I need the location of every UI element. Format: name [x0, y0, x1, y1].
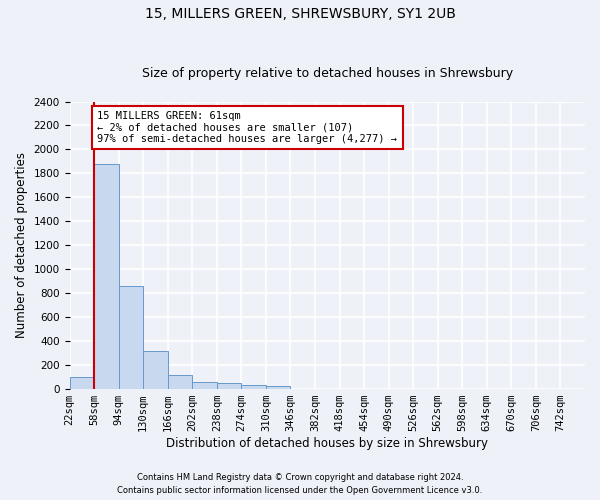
Bar — [94, 164, 119, 389]
Bar — [241, 385, 266, 389]
Text: 15, MILLERS GREEN, SHREWSBURY, SY1 2UB: 15, MILLERS GREEN, SHREWSBURY, SY1 2UB — [145, 8, 455, 22]
Text: 15 MILLERS GREEN: 61sqm
← 2% of detached houses are smaller (107)
97% of semi-de: 15 MILLERS GREEN: 61sqm ← 2% of detached… — [97, 111, 397, 144]
Bar — [70, 377, 94, 389]
Title: Size of property relative to detached houses in Shrewsbury: Size of property relative to detached ho… — [142, 66, 513, 80]
Bar — [192, 382, 217, 389]
Bar — [168, 374, 192, 389]
Bar — [217, 383, 241, 389]
Bar — [266, 386, 290, 389]
Text: Contains HM Land Registry data © Crown copyright and database right 2024.
Contai: Contains HM Land Registry data © Crown c… — [118, 474, 482, 495]
X-axis label: Distribution of detached houses by size in Shrewsbury: Distribution of detached houses by size … — [166, 437, 488, 450]
Bar — [119, 286, 143, 389]
Y-axis label: Number of detached properties: Number of detached properties — [15, 152, 28, 338]
Bar — [143, 352, 168, 389]
